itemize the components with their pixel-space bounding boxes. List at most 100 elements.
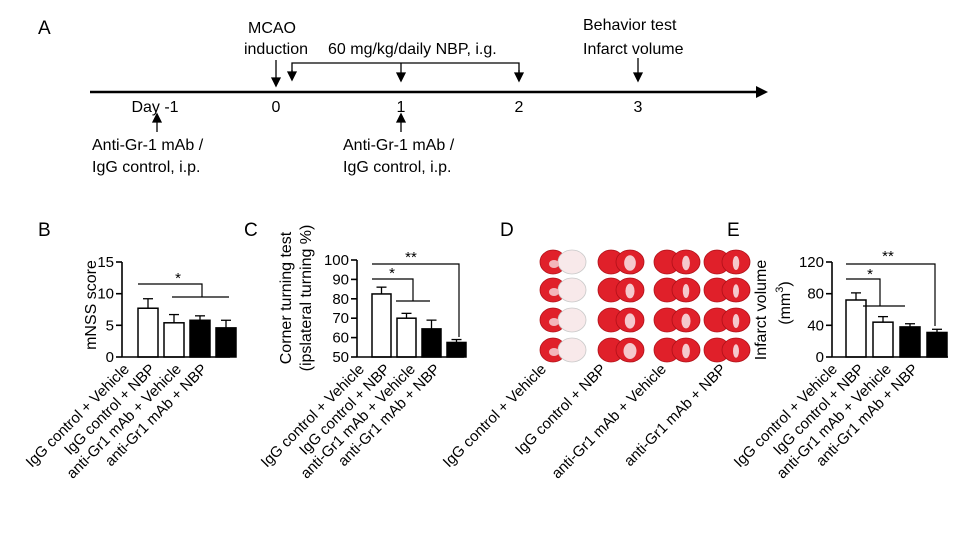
down-arrows [270,58,644,88]
brain-slice [653,307,701,333]
panel-d-category-label: anti-Gr1 mAb + Vehicle [548,361,669,482]
chart-c-sig-brackets [372,263,460,337]
chart-e-bar [926,331,948,358]
brain-slice-infarct-area [623,343,637,359]
brain-slice [703,277,751,303]
brain-slice-infarct-area [624,255,636,271]
chart-b-ytick-label: 5 [106,317,114,334]
chart-e-ylabel-close: ) [777,281,794,286]
panel-letter-a: A [38,18,51,39]
chart-c-bar [421,328,442,358]
chart-c-bar [371,293,392,358]
chart-e-ytick-label: 0 [816,349,824,366]
brain-slice [703,307,751,333]
chart-e-ylabel-mm: (mm [777,293,794,325]
up-arrows [151,112,407,132]
chart-c-ytick-label: 90 [332,271,349,288]
chart-c-ytick-label: 70 [332,310,349,327]
antibody-label-2-line2: IgG control, i.p. [343,159,452,176]
brain-slice-infarct-area [682,343,690,359]
brain-slice-infarct-area [733,344,739,358]
chart-b-ytick-label: 0 [106,349,114,366]
panel-d-brain-slices [539,249,751,363]
panel-e-chart: Infarct volume (mm3) 0 40 80 120 * ** IgG c… [731,248,948,482]
brain-slice-highlight [549,348,559,356]
brain-slice [597,307,645,333]
timeline-axis [90,86,768,98]
brain-slice-infarct-area [682,255,690,271]
antibody-label-1-line2: IgG control, i.p. [92,159,201,176]
chart-c-ytick-label: 60 [332,330,349,347]
chart-e-sig-double: ** [882,248,894,265]
brain-slice [597,249,645,275]
panel-b-chart: mNSS score 0 5 10 15 * IgG control + Vehicl… [23,254,237,482]
brain-slice-infarct-area [732,256,740,270]
treatment-bracket [291,62,520,73]
chart-b-ylabel: mNSS score [83,260,100,350]
chart-e-ytick-label: 80 [807,286,824,303]
mcao-label-line2: induction [244,41,308,58]
day-3-label: 3 [634,99,643,116]
chart-e-axes [826,261,948,358]
chart-b-sig-bracket [138,283,229,298]
chart-c-ytick-label: 80 [332,291,349,308]
chart-e-ylabel-sup: 3 [774,287,786,293]
chart-b-bar [137,307,159,358]
chart-b-tick-labels: 0 5 10 15 [97,254,114,366]
chart-e-bar [899,326,921,358]
brain-slice-highlight [549,318,559,326]
chart-e-bar [845,299,867,358]
brain-slice-highlight [549,260,559,268]
brain-slice [539,249,587,275]
chart-b-ytick-label: 10 [97,286,114,303]
chart-e-tick-labels: 0 40 80 120 [799,254,824,366]
brain-slice [539,277,587,303]
behavior-test-label: Behavior test [583,17,677,34]
panel-c-chart: Corner turning test (ipslateral turning … [258,225,467,482]
chart-c-bar [446,341,467,358]
chart-e-sig-single: * [867,266,873,283]
brain-slice-infarct-area [559,341,585,361]
brain-slice [703,249,751,275]
chart-c-tick-labels: 50 60 70 80 90 100 [324,252,349,366]
day-1-label: 1 [397,99,406,116]
chart-e-marks [845,292,948,358]
chart-b-bar [215,327,237,358]
chart-e-ytick-label: 120 [799,254,824,271]
brain-slice-infarct-area [624,313,636,329]
chart-e-ytick-label: 40 [807,317,824,334]
chart-c-marks [371,286,467,358]
brain-slice [653,249,701,275]
treatment-label: 60 mg/kg/daily NBP, i.g. [328,41,497,58]
chart-c-ylabel-line1: Corner turning test [278,231,295,364]
brain-slice [703,337,751,363]
panel-d-category-label: IgG control + Vehicle [440,361,550,471]
chart-e-ylabel-line2: (mm3) [774,281,794,324]
day-2-label: 2 [515,99,524,116]
brain-slice-infarct-area [625,283,635,299]
chart-b-axes [116,261,230,358]
brain-slice [597,277,645,303]
brain-slice [653,337,701,363]
panel-letter-c: C [244,220,258,241]
panel-letter-d: D [500,220,514,241]
chart-e-ylabel-line1: Infarct volume [753,260,770,361]
chart-c-bar [396,317,417,358]
chart-b-sig-star: * [175,270,181,287]
chart-c-sig-single: * [389,265,395,282]
brain-slice [653,277,701,303]
brain-slice-infarct-area [682,284,690,298]
brain-slice-infarct-area [681,313,691,329]
brain-slice-infarct-area [732,314,740,328]
chart-b-bar [163,322,185,358]
chart-b-marks [137,298,237,358]
chart-c-ytick-label: 50 [332,349,349,366]
antibody-label-2-line1: Anti-Gr-1 mAb / [343,137,455,154]
chart-b-bar [189,319,211,358]
panel-a-timeline: A MCAO induction 60 mg/kg/daily NBP, i.g… [38,17,768,176]
